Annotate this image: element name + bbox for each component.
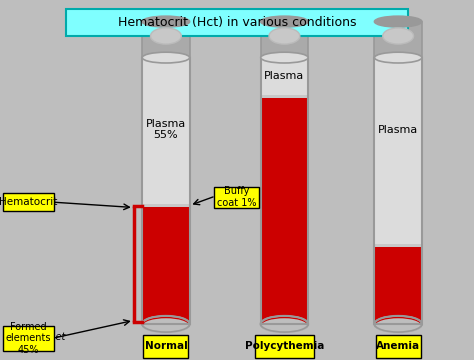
FancyBboxPatch shape [143,335,188,358]
Ellipse shape [143,318,189,333]
FancyBboxPatch shape [255,335,314,358]
Ellipse shape [261,16,308,27]
FancyBboxPatch shape [375,335,420,358]
Text: Buffy
coat 1%: Buffy coat 1% [217,186,256,208]
Text: Plasma: Plasma [378,125,418,135]
Ellipse shape [383,28,413,44]
Text: Anemia: Anemia [376,341,420,351]
Text: Plasma
55%: Plasma 55% [146,119,186,140]
FancyBboxPatch shape [142,204,190,207]
FancyBboxPatch shape [214,186,259,208]
FancyBboxPatch shape [261,22,308,58]
Ellipse shape [261,316,308,332]
FancyBboxPatch shape [66,9,408,36]
Ellipse shape [374,16,422,27]
Text: Hematocrit (Hct) in various conditions: Hematocrit (Hct) in various conditions [118,16,356,29]
FancyBboxPatch shape [3,326,54,351]
Ellipse shape [142,16,190,27]
Ellipse shape [142,316,190,332]
Text: Polycythemia: Polycythemia [245,341,324,351]
Ellipse shape [150,28,181,44]
FancyBboxPatch shape [142,207,190,324]
Text: Hematocrit: Hematocrit [0,197,58,207]
Text: Normal: Normal [145,341,187,351]
FancyBboxPatch shape [142,58,190,324]
Ellipse shape [375,318,421,333]
Ellipse shape [374,316,422,332]
FancyBboxPatch shape [374,58,422,324]
FancyBboxPatch shape [261,98,308,324]
Ellipse shape [261,318,308,333]
FancyBboxPatch shape [374,244,422,247]
FancyBboxPatch shape [3,193,54,211]
Text: Formed
elements
45%: Formed elements 45% [6,322,51,355]
FancyBboxPatch shape [261,95,308,98]
Text: labpedia.net: labpedia.net [5,332,66,342]
Ellipse shape [261,52,308,63]
FancyBboxPatch shape [374,247,422,324]
Text: Plasma: Plasma [264,71,304,81]
FancyBboxPatch shape [142,22,190,58]
Ellipse shape [374,52,422,63]
Ellipse shape [269,28,300,44]
FancyBboxPatch shape [374,22,422,58]
FancyBboxPatch shape [261,58,308,324]
Ellipse shape [142,52,190,63]
